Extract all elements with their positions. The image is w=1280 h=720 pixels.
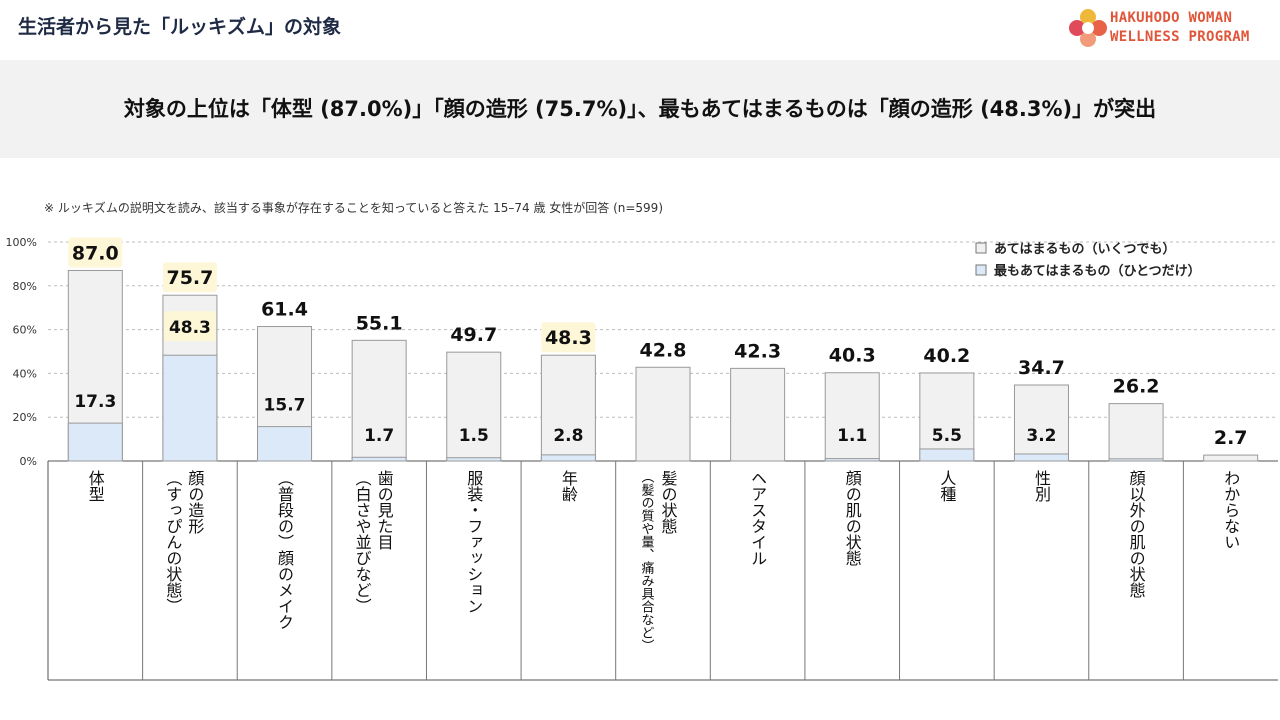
data-label-most: 15.7 <box>264 396 306 416</box>
label-highlight <box>68 237 123 268</box>
bar-any-match <box>1203 454 1259 462</box>
y-tick-label: 0% <box>20 455 37 468</box>
y-tick-label: 60% <box>13 324 37 337</box>
bar-any-match <box>1108 403 1164 462</box>
category-label: 体型 <box>86 470 105 502</box>
legend-label: あてはまるもの（いくつでも） <box>994 241 1175 257</box>
bar-most-match <box>351 456 407 462</box>
data-label-any: 2.7 <box>1214 427 1248 449</box>
y-tick-label: 80% <box>13 280 37 293</box>
data-label-any: 42.8 <box>640 339 687 361</box>
data-label-any: 55.1 <box>356 312 403 334</box>
data-label-any: 49.7 <box>450 324 497 346</box>
logo-line-2: WELLNESS PROGRAM <box>1110 29 1250 45</box>
bar-most-match <box>257 426 313 462</box>
data-label-any: 87.0 <box>72 242 119 264</box>
category-label: 髪の状態 <box>659 470 678 534</box>
brand-logo-text: HAKUHODO WOMAN WELLNESS PROGRAM <box>1110 9 1250 47</box>
data-label-any: 40.2 <box>923 345 970 367</box>
bar-most-match <box>540 454 596 462</box>
headline-banner <box>0 60 1280 158</box>
logo-line-1: HAKUHODO WOMAN <box>1110 10 1233 26</box>
bar-any-match <box>919 372 975 462</box>
headline-text: 対象の上位は「体型 (87.0%)」「顔の造形 (75.7%)」、最もあてはまる… <box>123 97 1157 121</box>
brand-logo <box>1069 9 1107 47</box>
category-label: わからない <box>1221 470 1240 550</box>
category-label: 服装・ファッション <box>464 470 483 614</box>
data-label-most: 1.7 <box>364 426 394 446</box>
bar-most-match <box>446 457 502 462</box>
y-tick-label: 20% <box>13 411 37 424</box>
y-tick-label: 100% <box>6 236 37 249</box>
data-label-most: 3.2 <box>1026 426 1056 446</box>
bar-any-match <box>1013 384 1069 462</box>
legend-label: 最もあてはまるもの（ひとつだけ） <box>994 263 1201 279</box>
bar-any-match <box>824 372 880 462</box>
category-label: 人種 <box>937 470 956 502</box>
category-label: （白さや並びなど） <box>353 470 372 614</box>
category-label: 顔以外の肌の状態 <box>1127 470 1146 598</box>
survey-note: ※ ルッキズムの説明文を読み、該当する事象が存在することを知っていると答えた 1… <box>44 201 663 215</box>
category-label: 歯の見た目 <box>375 470 394 550</box>
category-label: （普段の）顔のメイク <box>275 470 294 630</box>
bar-most-match <box>1108 458 1164 462</box>
data-label-any: 75.7 <box>166 267 213 289</box>
category-label: 年齢 <box>559 470 578 502</box>
legend-swatch <box>975 242 987 254</box>
bar-most-match <box>824 458 880 462</box>
data-label-most: 48.3 <box>169 318 211 338</box>
category-label: （髪の質や量、痛み具合など） <box>639 470 655 652</box>
bar-any-match <box>446 351 502 462</box>
data-label-most: 5.5 <box>932 426 962 446</box>
data-label-any: 34.7 <box>1018 357 1065 379</box>
bar-most-match <box>67 422 123 462</box>
category-label: 顔の肌の状態 <box>843 470 862 566</box>
category-label: 性別 <box>1032 470 1051 503</box>
data-label-any: 40.3 <box>829 345 876 367</box>
data-label-any: 61.4 <box>261 299 308 321</box>
bar-most-match <box>919 448 975 462</box>
category-label: 顔の造形 <box>185 470 204 534</box>
logo-mark-icon <box>1069 9 1107 47</box>
bar-any-match <box>730 367 786 462</box>
page-title: 生活者から見た「ルッキズム」の対象 <box>18 16 342 38</box>
label-highlight <box>162 262 217 293</box>
data-label-most: 1.5 <box>459 426 489 446</box>
bar-any-match <box>351 339 407 462</box>
bar-any-match <box>635 366 691 462</box>
category-label: ヘアスタイル <box>748 470 767 566</box>
data-label-most: 1.1 <box>837 426 867 446</box>
data-label-most: 2.8 <box>553 426 583 446</box>
data-label-any: 48.3 <box>545 327 592 349</box>
data-label-any: 42.3 <box>734 340 781 362</box>
data-label-any: 26.2 <box>1113 376 1160 398</box>
bar-most-match <box>162 354 218 462</box>
bar-any-match <box>540 354 596 462</box>
legend-swatch <box>975 264 987 276</box>
y-tick-label: 40% <box>13 367 37 380</box>
data-label-most: 17.3 <box>74 392 116 412</box>
label-highlight <box>541 322 596 353</box>
category-label: （すっぴんの状態） <box>163 470 182 614</box>
label-highlight <box>163 311 216 342</box>
bar-most-match <box>1013 453 1069 462</box>
